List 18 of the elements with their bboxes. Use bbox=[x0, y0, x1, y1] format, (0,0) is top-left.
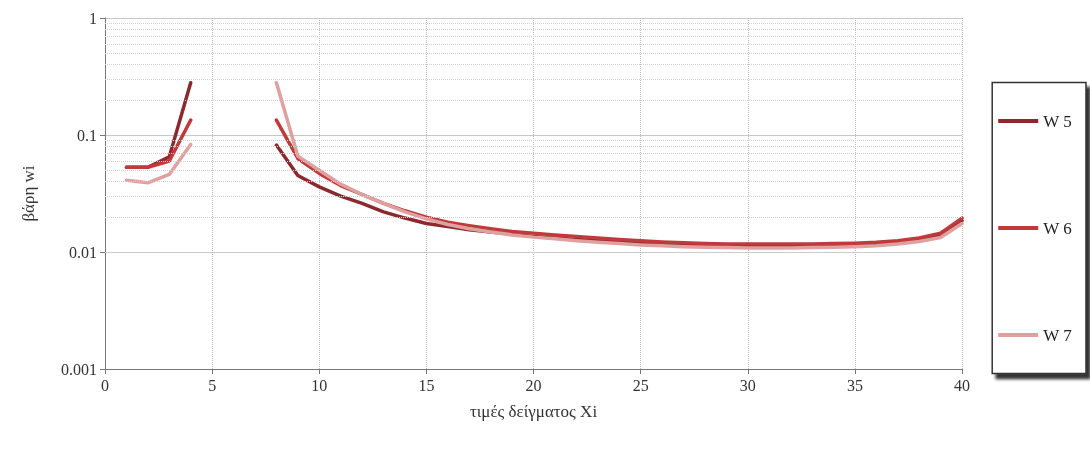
y-tick-label: 0.01 bbox=[69, 243, 97, 261]
x-tick-label: 0 bbox=[101, 376, 109, 394]
x-tick-label: 15 bbox=[418, 376, 435, 394]
x-tick-label: 20 bbox=[525, 376, 542, 394]
legend-label: W 5 bbox=[1043, 111, 1072, 131]
legend-label: W 6 bbox=[1043, 218, 1072, 238]
y-tick-label: 1 bbox=[89, 9, 97, 27]
x-tick-label: 10 bbox=[311, 376, 328, 394]
x-tick-label: 30 bbox=[739, 376, 756, 394]
x-tick-label: 40 bbox=[954, 376, 970, 394]
y-tick-label: 0.001 bbox=[61, 360, 97, 378]
x-tick-label: 35 bbox=[846, 376, 863, 394]
y-axis-title: βάρη wi bbox=[19, 165, 38, 222]
x-tick-label: 5 bbox=[208, 376, 217, 394]
x-axis-title: τιμές δείγματος Xi bbox=[469, 402, 598, 421]
legend-label: W 7 bbox=[1043, 325, 1073, 345]
x-tick-label: 25 bbox=[632, 376, 649, 394]
y-tick-label: 0.1 bbox=[77, 126, 97, 144]
